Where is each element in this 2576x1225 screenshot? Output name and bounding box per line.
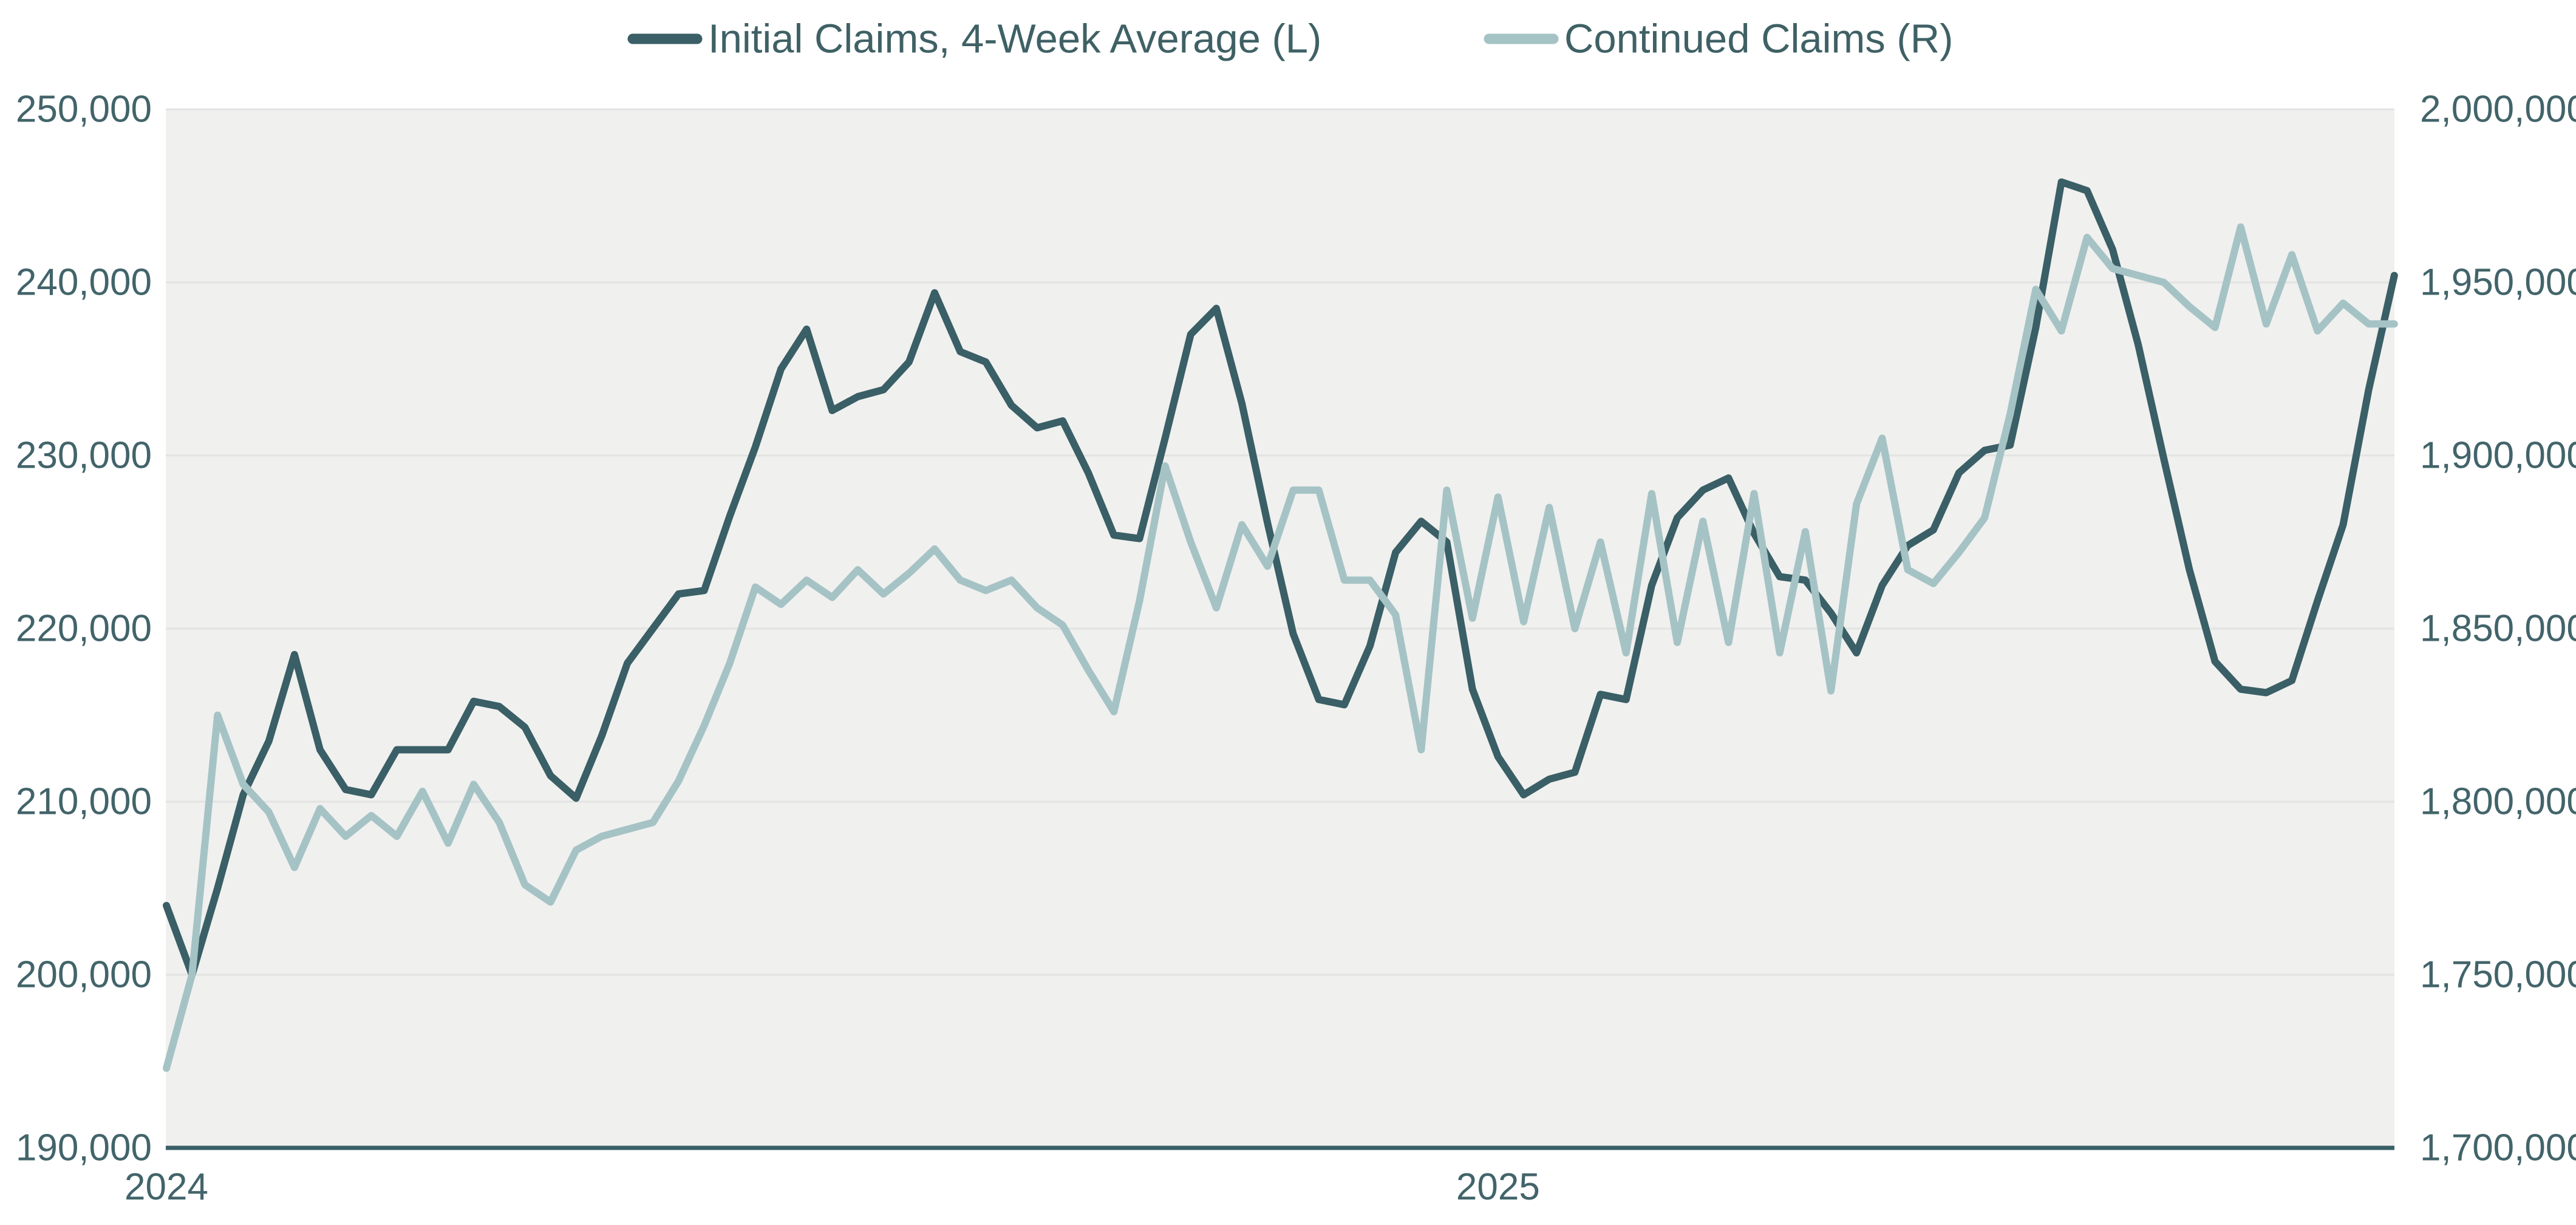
gridlines bbox=[166, 108, 2394, 976]
y-left-tick-label: 190,000 bbox=[16, 1127, 152, 1169]
y-left-tick-label: 200,000 bbox=[16, 954, 152, 996]
x-tick-label-2024: 2024 bbox=[124, 1166, 208, 1208]
legend-label-continued-claims: Continued Claims (R) bbox=[1564, 16, 1953, 62]
y-left-tick-label: 250,000 bbox=[16, 89, 152, 131]
y-left-tick-label: 220,000 bbox=[16, 608, 152, 650]
y-right-tick-label: 1,800,000 bbox=[2420, 781, 2576, 823]
y-left-tick-label: 230,000 bbox=[16, 435, 152, 477]
series-lines bbox=[163, 178, 2398, 1072]
y-left-tick-label: 240,000 bbox=[16, 262, 152, 304]
y-right-tick-label: 1,900,000 bbox=[2420, 435, 2576, 477]
series-line-initial-claims bbox=[163, 178, 2398, 978]
x-tick-label-2025: 2025 bbox=[1456, 1166, 1540, 1208]
y-axis-right-labels: 2,000,000 1,950,000 1,900,000 1,850,000 1,80… bbox=[2420, 89, 2576, 1169]
y-right-tick-label: 1,700,000 bbox=[2420, 1127, 2576, 1169]
y-right-tick-label: 2,000,000 bbox=[2420, 89, 2576, 131]
legend-label-initial-claims: Initial Claims, 4-Week Average (L) bbox=[708, 16, 1321, 62]
y-right-tick-label: 1,850,000 bbox=[2420, 608, 2576, 650]
y-right-tick-label: 1,750,000 bbox=[2420, 954, 2576, 996]
series-line-continued-claims bbox=[163, 223, 2398, 1072]
x-axis-labels: 2024 2025 bbox=[124, 1166, 1540, 1208]
y-right-tick-label: 1,950,000 bbox=[2420, 262, 2576, 304]
y-axis-left-labels: 250,000 240,000 230,000 220,000 210,000 200,0… bbox=[16, 89, 152, 1169]
legend: Initial Claims, 4-Week Average (L) Conti… bbox=[627, 16, 1953, 62]
y-left-tick-label: 210,000 bbox=[16, 781, 152, 823]
